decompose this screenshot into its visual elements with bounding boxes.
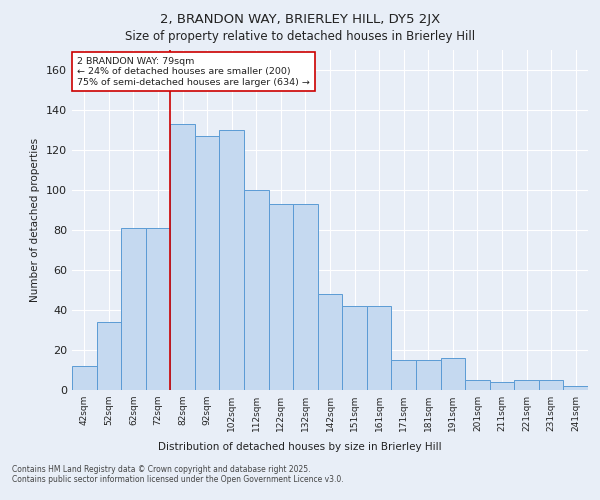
Bar bbox=[514, 380, 539, 390]
Bar bbox=[195, 136, 220, 390]
Bar bbox=[293, 204, 318, 390]
Bar bbox=[539, 380, 563, 390]
Bar bbox=[121, 228, 146, 390]
Bar bbox=[244, 190, 269, 390]
Bar bbox=[490, 382, 514, 390]
Bar bbox=[269, 204, 293, 390]
Y-axis label: Number of detached properties: Number of detached properties bbox=[31, 138, 40, 302]
Bar bbox=[367, 306, 391, 390]
Bar bbox=[391, 360, 416, 390]
Bar bbox=[146, 228, 170, 390]
Text: Size of property relative to detached houses in Brierley Hill: Size of property relative to detached ho… bbox=[125, 30, 475, 43]
Bar bbox=[72, 366, 97, 390]
Text: 2, BRANDON WAY, BRIERLEY HILL, DY5 2JX: 2, BRANDON WAY, BRIERLEY HILL, DY5 2JX bbox=[160, 12, 440, 26]
Bar bbox=[97, 322, 121, 390]
Bar bbox=[220, 130, 244, 390]
Bar bbox=[465, 380, 490, 390]
Text: Distribution of detached houses by size in Brierley Hill: Distribution of detached houses by size … bbox=[158, 442, 442, 452]
Text: Contains HM Land Registry data © Crown copyright and database right 2025.: Contains HM Land Registry data © Crown c… bbox=[12, 466, 311, 474]
Bar bbox=[563, 386, 588, 390]
Bar bbox=[318, 294, 342, 390]
Bar bbox=[440, 358, 465, 390]
Text: Contains public sector information licensed under the Open Government Licence v3: Contains public sector information licen… bbox=[12, 476, 344, 484]
Text: 2 BRANDON WAY: 79sqm
← 24% of detached houses are smaller (200)
75% of semi-deta: 2 BRANDON WAY: 79sqm ← 24% of detached h… bbox=[77, 57, 310, 86]
Bar bbox=[416, 360, 440, 390]
Bar bbox=[342, 306, 367, 390]
Bar bbox=[170, 124, 195, 390]
